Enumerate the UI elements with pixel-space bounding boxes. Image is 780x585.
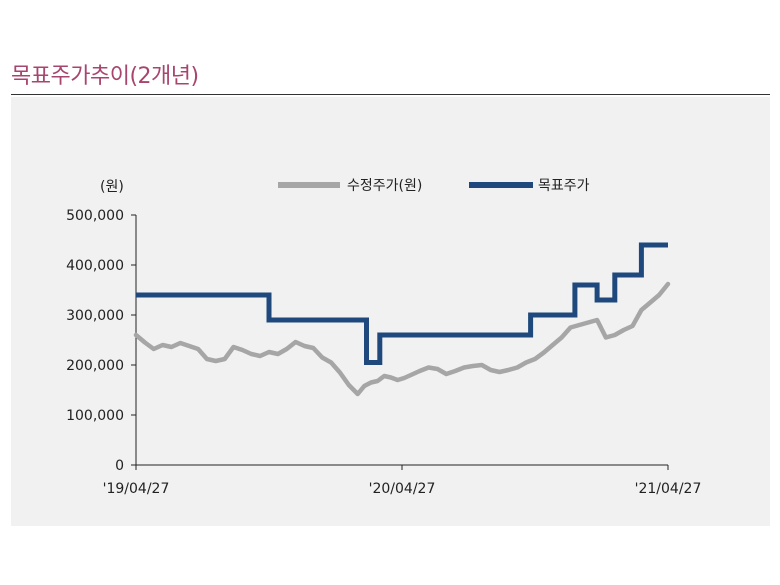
x-tick-label: '21/04/27 [635, 481, 702, 497]
title-underline [11, 94, 770, 95]
x-tick-label: '20/04/27 [369, 481, 436, 497]
y-axis-unit-label: (원) [100, 179, 124, 195]
legend-label-price: 수정주가(원) [347, 178, 422, 194]
legend-label-target: 목표주가 [538, 178, 590, 194]
series-target-line [136, 242, 668, 365]
y-tick-label: 0 [115, 458, 124, 474]
series-price-line [133, 281, 671, 397]
chart-title: 목표주가추이(2개년) [11, 64, 199, 89]
chart-panel [11, 97, 770, 526]
legend: 수정주가(원) 목표주가 [278, 178, 590, 194]
y-tick-label: 400,000 [66, 258, 124, 274]
x-tick-label: '19/04/27 [103, 481, 170, 497]
y-tick-label: 200,000 [66, 358, 124, 374]
y-tick-label: 100,000 [66, 408, 124, 424]
y-tick-label: 300,000 [66, 308, 124, 324]
y-tick-label: 500,000 [66, 208, 124, 224]
